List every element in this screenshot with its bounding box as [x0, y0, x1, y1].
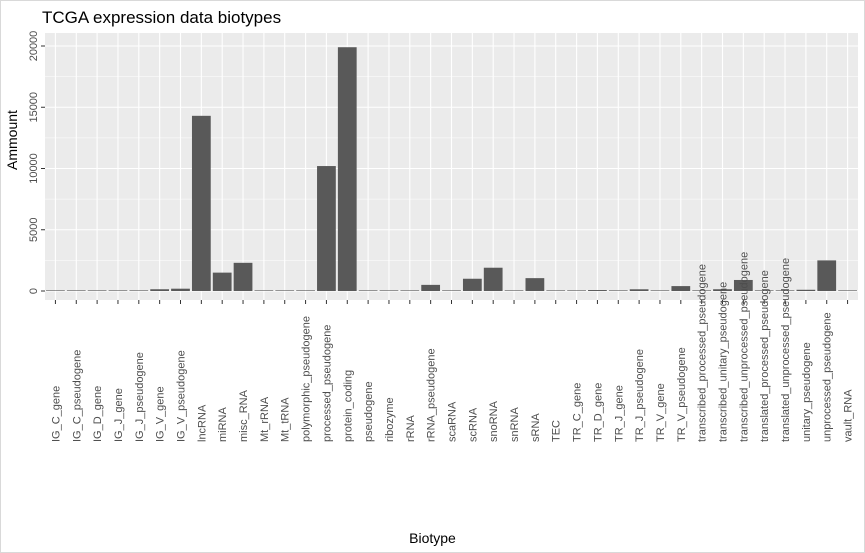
x-tick-label: polymorphic_pseudogene — [301, 316, 313, 442]
x-tick-label: Mt_tRNA — [280, 397, 292, 442]
bar — [379, 290, 399, 291]
bar — [462, 278, 482, 291]
bar — [713, 289, 732, 291]
bar — [442, 290, 461, 291]
x-tick-label: TEC — [551, 420, 563, 442]
x-tick-label: IG_V_gene — [155, 386, 167, 442]
x-tick-label: IG_D_gene — [92, 386, 104, 442]
x-tick-label: pseudogene — [363, 381, 375, 442]
bar — [754, 290, 774, 291]
x-tick-label: translated_processed_pseudogene — [759, 270, 771, 442]
x-tick-label: transcribed_unitary_pseudogene — [718, 282, 730, 442]
bar — [129, 290, 149, 291]
y-tick-label: 20000 — [28, 31, 40, 62]
x-tick-label: IG_J_pseudogene — [134, 352, 146, 442]
x-tick-label: TR_C_gene — [572, 383, 584, 442]
bar — [212, 272, 232, 291]
x-tick-label: translated_unprocessed_pseudogene — [780, 258, 792, 442]
bar — [400, 290, 420, 291]
bar — [692, 290, 712, 291]
bar — [838, 290, 857, 291]
bar — [608, 290, 628, 291]
bar — [525, 278, 545, 291]
x-tick-label: ribozyme — [384, 397, 396, 442]
bar — [546, 290, 566, 291]
bar — [629, 289, 649, 291]
bar — [733, 279, 753, 291]
x-tick-label: scRNA — [467, 407, 479, 442]
x-tick-label: unitary_pseudogene — [801, 342, 813, 442]
x-tick-label: vault_RNA — [843, 389, 855, 442]
chart-title: TCGA expression data biotypes — [42, 8, 282, 27]
bar — [66, 290, 86, 291]
bar — [317, 166, 336, 291]
bar — [796, 289, 816, 291]
bar — [650, 290, 670, 291]
y-tick-label: 0 — [28, 288, 40, 294]
x-tick-label: rRNA_pseudogene — [426, 348, 438, 442]
x-tick-label: misc_RNA — [238, 389, 250, 442]
bar — [171, 288, 190, 291]
bar — [296, 290, 315, 291]
bar — [421, 284, 441, 291]
x-tick-label: IG_C_gene — [50, 386, 62, 442]
x-tick-label: transcribed_unprocessed_pseudogene — [738, 252, 750, 442]
x-tick-label: scaRNA — [447, 401, 459, 442]
y-tick-label: 15000 — [28, 92, 40, 123]
bar — [817, 260, 837, 291]
x-tick-label: transcribed_processed_pseudogene — [697, 264, 709, 442]
bar — [46, 290, 65, 291]
x-tick-label: sRNA — [530, 413, 542, 442]
x-tick-label: IG_V_pseudogene — [176, 350, 188, 442]
x-tick-label: TR_J_pseudogene — [634, 349, 646, 442]
x-axis-label: Biotype — [409, 530, 456, 546]
x-tick-label: TR_D_gene — [592, 383, 604, 442]
bar — [87, 290, 107, 291]
bar — [337, 47, 357, 291]
bar — [567, 290, 586, 291]
x-tick-label: snoRNA — [488, 400, 500, 442]
x-tick-label: protein_coding — [342, 370, 354, 442]
bar — [191, 115, 211, 291]
bar — [504, 290, 524, 291]
x-tick-label: IG_J_gene — [113, 388, 125, 442]
bar — [483, 267, 503, 291]
y-tick-label: 10000 — [28, 153, 40, 184]
bar — [275, 290, 295, 291]
bar — [775, 290, 795, 291]
x-tick-label: snRNA — [509, 406, 521, 442]
y-tick-label: 5000 — [28, 218, 40, 242]
bar — [108, 290, 128, 291]
x-tick-label: Mt_rRNA — [259, 396, 271, 442]
x-tick-label: TR_V_pseudogene — [676, 347, 688, 442]
x-tick-label: rRNA — [405, 414, 417, 442]
bar — [358, 290, 378, 291]
bar — [254, 290, 274, 291]
x-tick-label: miRNA — [217, 407, 229, 442]
bar — [150, 289, 170, 291]
x-tick-label: processed_pseudogene — [321, 325, 333, 442]
x-tick-label: TR_V_gene — [655, 383, 667, 442]
x-tick-label: IG_C_pseudogene — [71, 350, 83, 442]
bar — [233, 262, 253, 291]
x-tick-label: unprocessed_pseudogene — [822, 312, 834, 442]
bar — [671, 286, 691, 291]
bar — [588, 290, 607, 291]
x-tick-label: lncRNA — [196, 404, 208, 442]
x-tick-label: TR_J_gene — [613, 385, 625, 442]
